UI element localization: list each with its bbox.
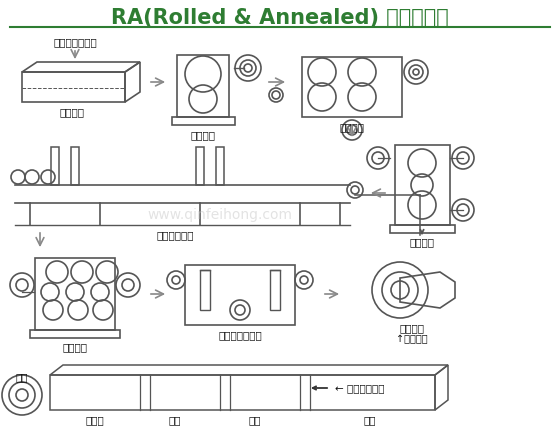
- Text: www.qinfeihong.com: www.qinfeihong.com: [147, 208, 292, 222]
- Text: （面削）: （面削）: [339, 122, 365, 132]
- Text: （退火酸洗）: （退火酸洗）: [156, 230, 194, 240]
- Text: （鑄胚）: （鑄胚）: [59, 107, 85, 117]
- Text: （中軋）: （中軋）: [409, 237, 435, 247]
- Text: （溶層、鑄造）: （溶層、鑄造）: [53, 37, 97, 47]
- Text: 防鏽: 防鏽: [249, 415, 262, 425]
- Text: 前處理: 前處理: [86, 415, 104, 425]
- Text: ↑原箔工程: ↑原箔工程: [396, 334, 428, 344]
- Text: 粗化: 粗化: [169, 415, 181, 425]
- Text: RA(Rolled & Annealed) 銅生產流程: RA(Rolled & Annealed) 銅生產流程: [111, 8, 449, 28]
- Text: 成品: 成品: [364, 415, 376, 425]
- Text: ← 表面處理工程: ← 表面處理工程: [335, 383, 385, 393]
- Text: 原箔: 原箔: [16, 372, 28, 382]
- Text: （精軋）: （精軋）: [63, 342, 87, 352]
- Text: （脫脂、洗淨）: （脫脂、洗淨）: [218, 330, 262, 340]
- Text: （原箔）: （原箔）: [399, 323, 424, 333]
- Text: （熱軋）: （熱軋）: [190, 130, 216, 140]
